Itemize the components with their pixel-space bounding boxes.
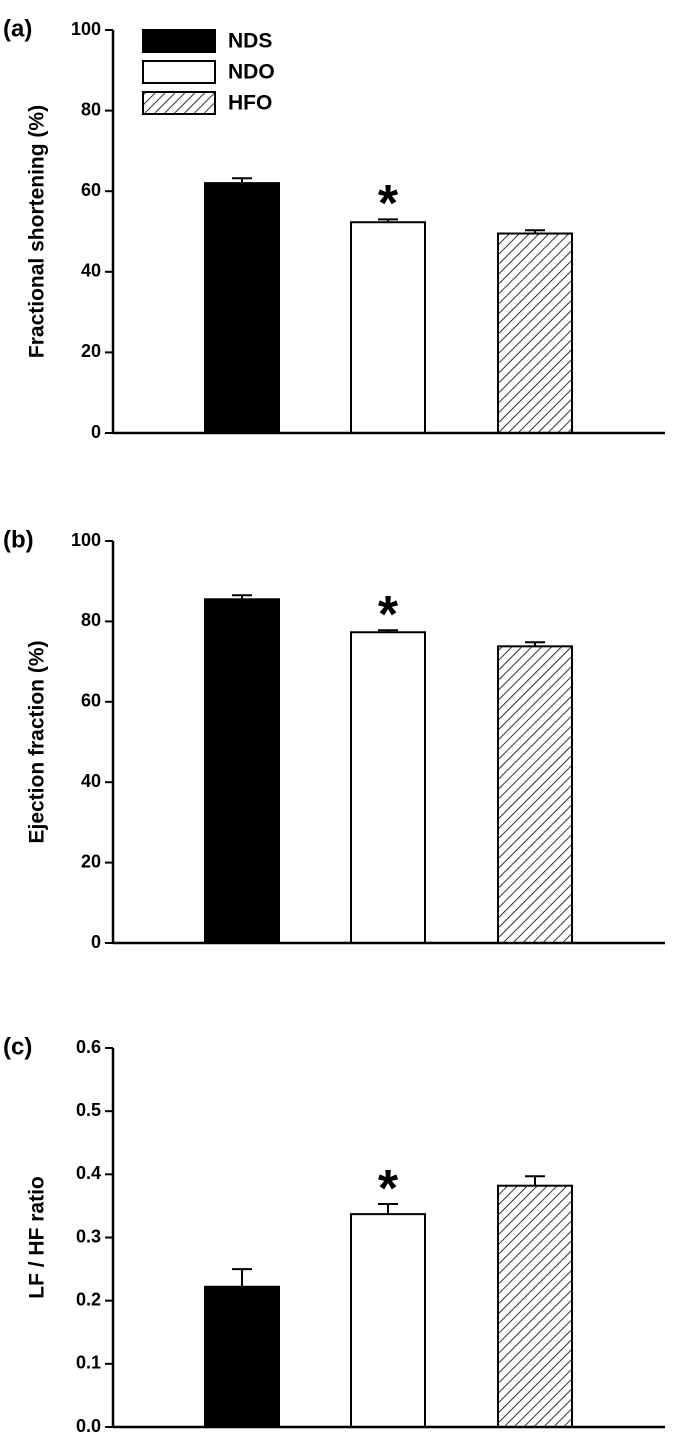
- significance-mark: *: [378, 586, 399, 644]
- legend-label: NDS: [228, 30, 272, 53]
- y-tick-label: 0.6: [76, 1037, 101, 1057]
- y-tick-label: 100: [71, 530, 101, 550]
- y-tick-label: 0.3: [76, 1226, 101, 1246]
- legend-swatch: [142, 29, 216, 53]
- y-tick-label: 0.1: [76, 1353, 101, 1373]
- panel-label: (c): [3, 1033, 32, 1060]
- bar: [497, 1184, 573, 1429]
- y-tick-label: 0.4: [76, 1163, 101, 1183]
- significance-mark: *: [378, 1160, 399, 1218]
- y-tick-label: 80: [81, 610, 101, 630]
- y-axis-label: Ejection fraction (%): [26, 640, 49, 843]
- bar: [204, 1285, 280, 1429]
- y-tick-label: 100: [71, 19, 101, 39]
- y-tick-label: 40: [81, 771, 101, 791]
- panel-label: (a): [3, 15, 32, 42]
- y-tick-label: 60: [81, 691, 101, 711]
- legend-swatch: [142, 60, 216, 84]
- bar: [350, 631, 426, 945]
- bar: [350, 221, 426, 434]
- bar: [497, 645, 573, 944]
- legend-swatch: [142, 91, 216, 115]
- legend-label: NDO: [228, 61, 275, 84]
- bar: [497, 232, 573, 434]
- y-tick-label: 60: [81, 180, 101, 200]
- y-tick-label: 0.5: [76, 1100, 101, 1120]
- y-tick-label: 0.0: [76, 1416, 101, 1436]
- y-tick-label: 40: [81, 261, 101, 281]
- y-tick-label: 80: [81, 99, 101, 119]
- y-axis-label: Fractional shortening (%): [26, 105, 49, 358]
- y-tick-label: 0: [91, 932, 101, 952]
- y-axis-label: LF / HF ratio: [26, 1176, 49, 1299]
- bar: [350, 1213, 426, 1428]
- y-tick-label: 0.2: [76, 1289, 101, 1309]
- y-tick-label: 20: [81, 341, 101, 361]
- y-tick-label: 20: [81, 851, 101, 871]
- bar: [204, 598, 280, 944]
- significance-mark: *: [378, 175, 399, 233]
- y-tick-label: 0: [91, 422, 101, 442]
- bar: [204, 182, 280, 434]
- panel-label: (b): [3, 526, 34, 553]
- legend-label: HFO: [228, 92, 272, 115]
